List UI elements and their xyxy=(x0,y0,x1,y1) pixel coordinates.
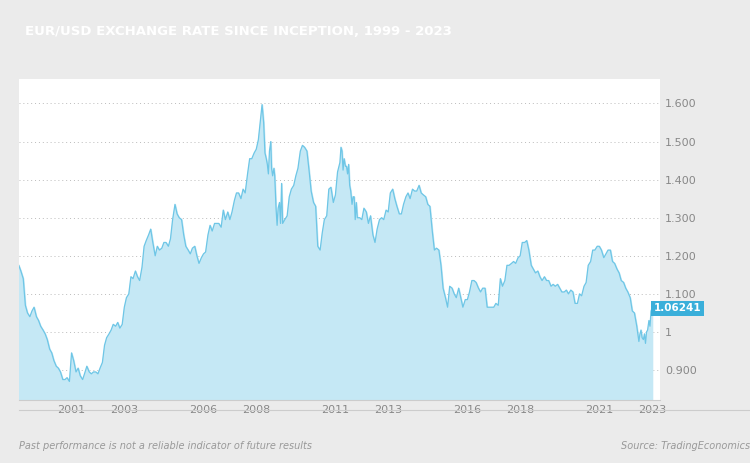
Text: Past performance is not a reliable indicator of future results: Past performance is not a reliable indic… xyxy=(19,441,312,451)
Text: Source: TradingEconomics: Source: TradingEconomics xyxy=(621,441,750,451)
Text: 1.06241: 1.06241 xyxy=(653,303,701,313)
Text: EUR/USD EXCHANGE RATE SINCE INCEPTION, 1999 - 2023: EUR/USD EXCHANGE RATE SINCE INCEPTION, 1… xyxy=(25,25,451,38)
